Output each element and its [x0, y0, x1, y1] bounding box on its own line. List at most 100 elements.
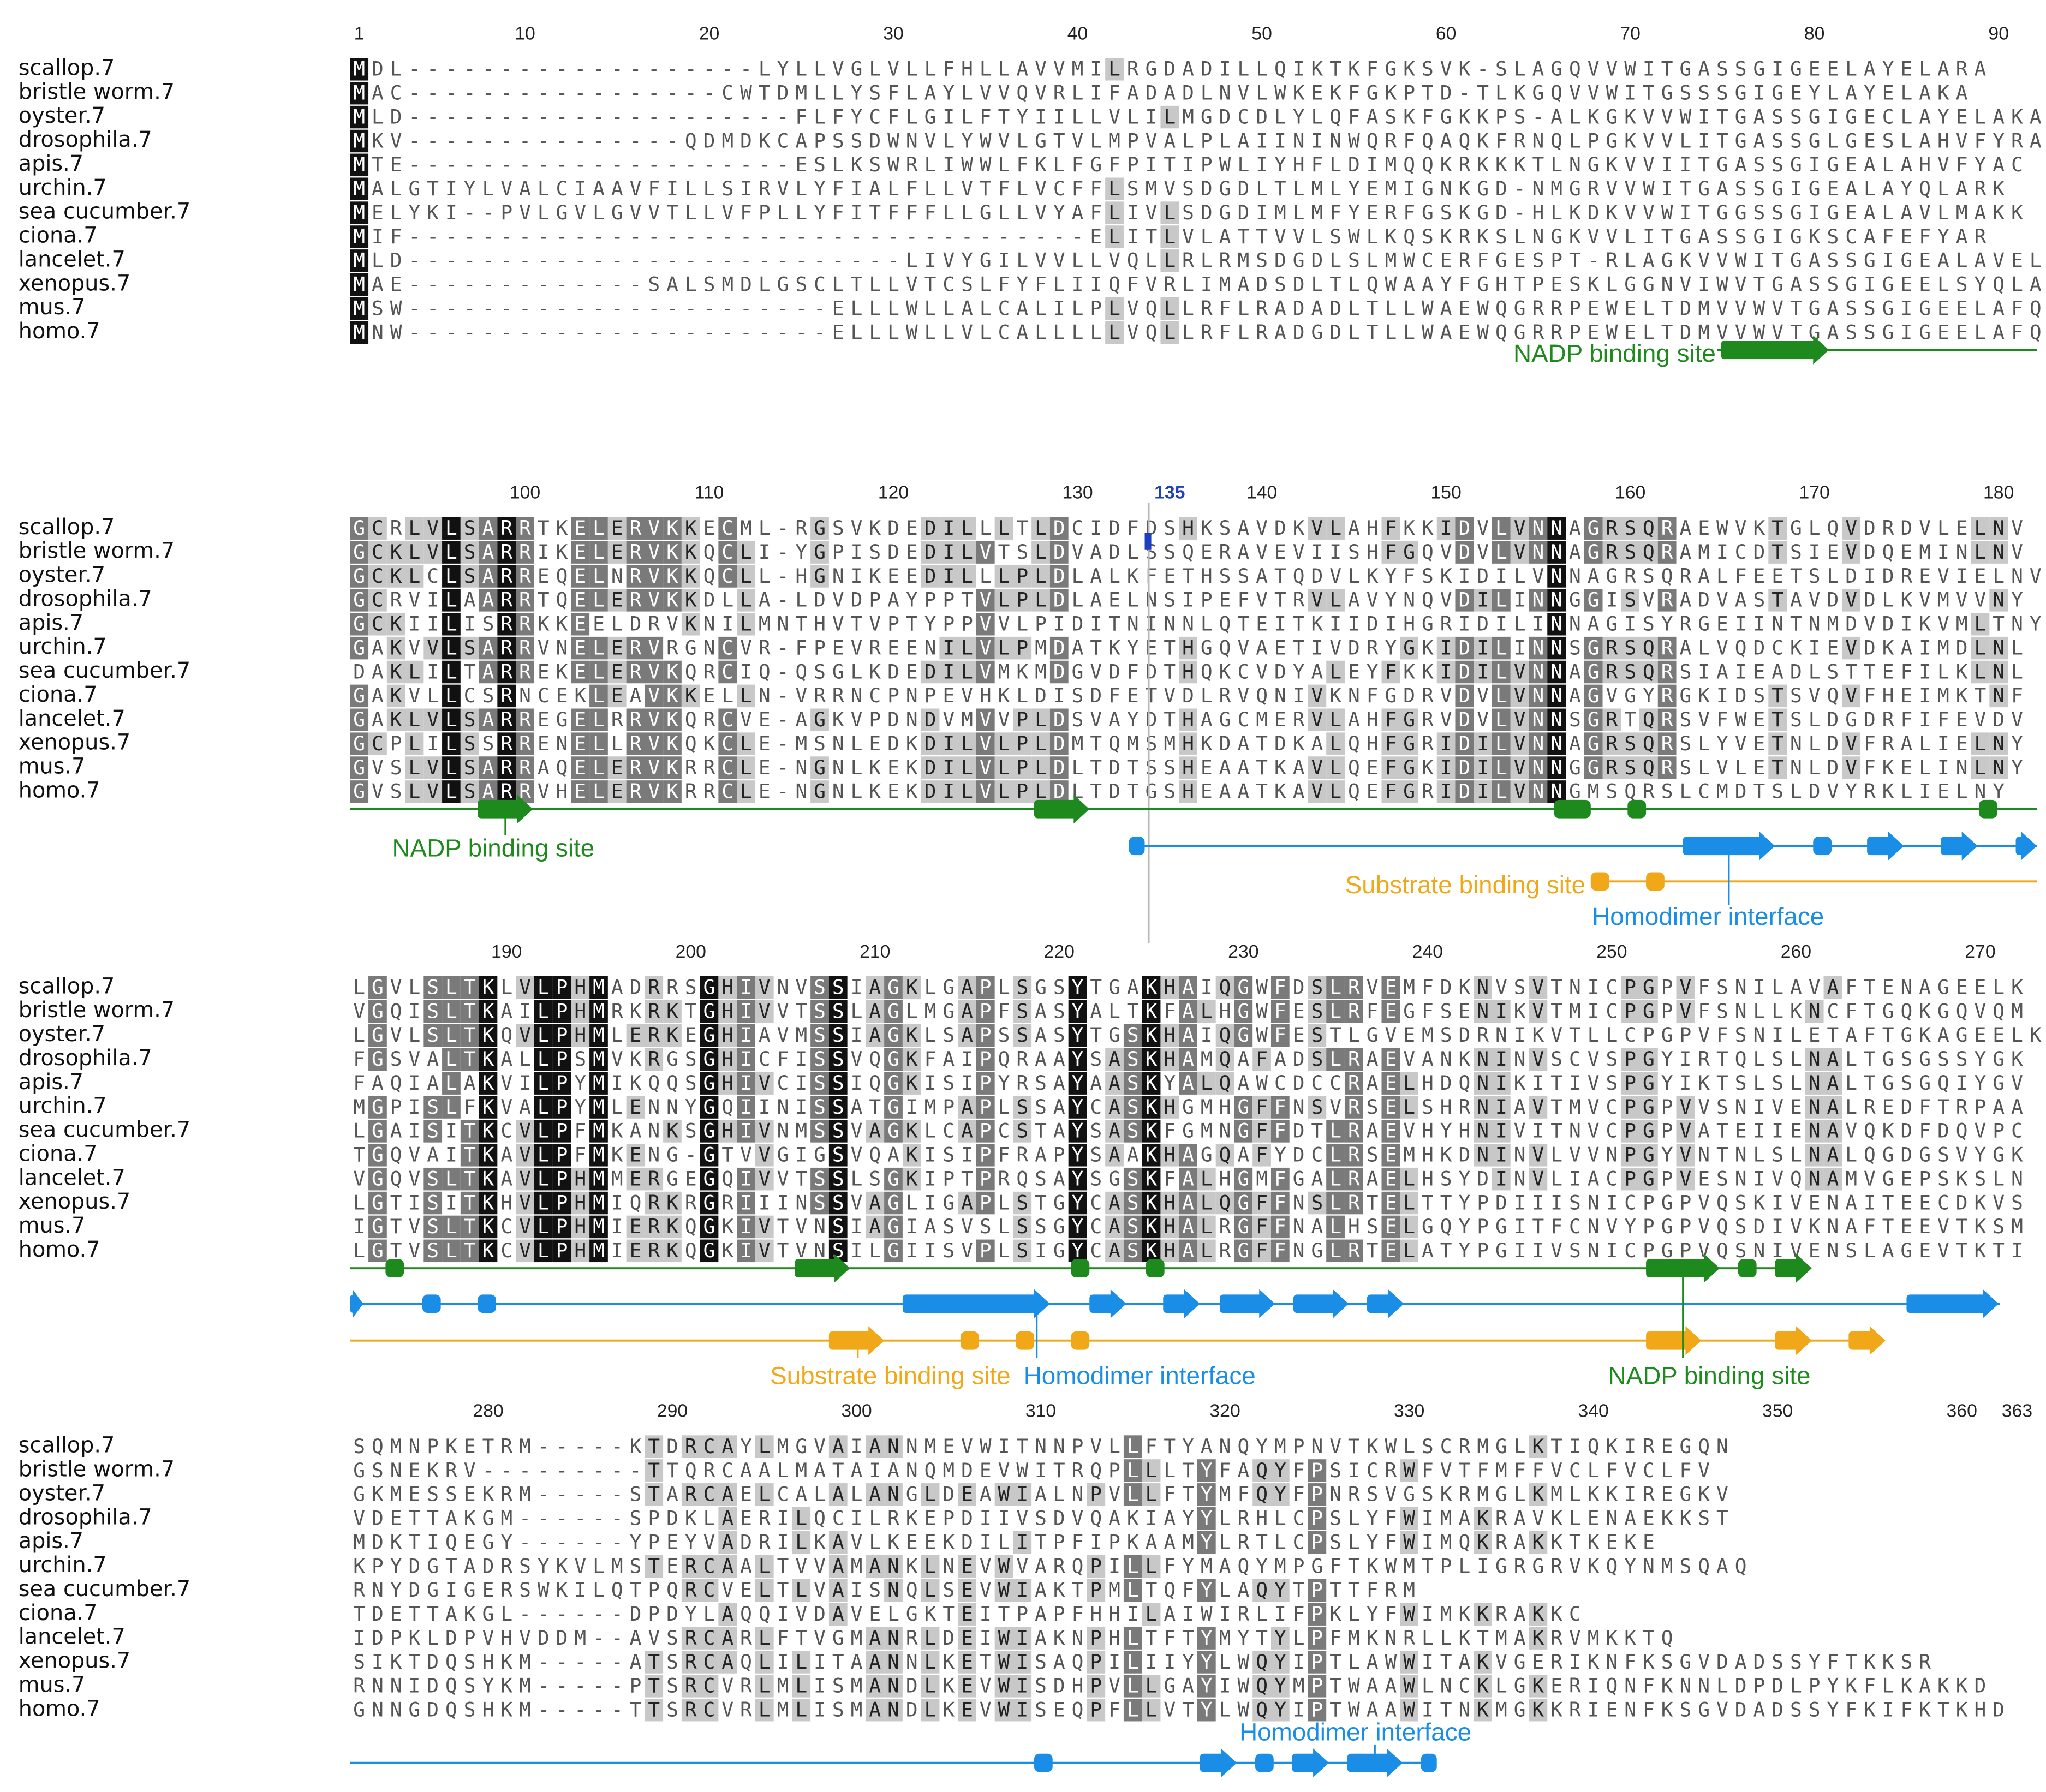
- residue: A: [721, 1650, 733, 1674]
- residue: G: [353, 780, 365, 803]
- residue: C: [759, 1047, 771, 1071]
- residue: I: [519, 1071, 531, 1095]
- residue: L: [887, 273, 899, 296]
- residue: R: [685, 1435, 697, 1458]
- residue: L: [1053, 273, 1065, 296]
- residue: L: [1975, 296, 1987, 320]
- residue: F: [1256, 1095, 1268, 1119]
- residue: C: [943, 1119, 955, 1143]
- residue: S: [832, 1191, 844, 1214]
- residue: T: [1164, 153, 1176, 176]
- residue: G: [1403, 636, 1415, 659]
- residue: Q: [1643, 708, 1655, 731]
- residue: T: [1771, 516, 1783, 540]
- residue: K: [1440, 225, 1452, 248]
- residue: K: [1146, 1095, 1158, 1119]
- residue: Y: [1256, 1554, 1268, 1578]
- residue: L: [961, 540, 973, 564]
- residue: L: [924, 1698, 936, 1722]
- residue: -: [500, 273, 512, 296]
- residue: D: [1146, 708, 1158, 731]
- residue: T: [1790, 564, 1802, 588]
- residue: C: [1569, 1215, 1581, 1238]
- residue: S: [1735, 1191, 1747, 1214]
- residue: L: [1919, 57, 1931, 81]
- residue: I: [1440, 732, 1452, 755]
- residue: V: [851, 1191, 863, 1214]
- residue: A: [1790, 273, 1802, 296]
- residue: R: [1882, 732, 1894, 755]
- residue: I: [1753, 1095, 1765, 1119]
- residue: K: [1477, 105, 1489, 128]
- residue: K: [1146, 999, 1158, 1023]
- residue: L: [961, 201, 973, 224]
- residue: -: [593, 320, 605, 344]
- residue: D: [1440, 1071, 1452, 1095]
- residue: -: [593, 57, 605, 81]
- residue: H: [1458, 1119, 1470, 1143]
- residue: I: [611, 1215, 623, 1238]
- residue: T: [1182, 1626, 1194, 1650]
- residue: I: [980, 1602, 992, 1626]
- residue: L: [593, 708, 605, 731]
- residue: T: [777, 1215, 789, 1238]
- residue: F: [1164, 1554, 1176, 1578]
- residue: L: [1495, 660, 1507, 683]
- residue: E: [924, 1530, 936, 1554]
- residue: N: [1550, 540, 1562, 564]
- residue: G: [1532, 81, 1544, 105]
- residue: E: [574, 516, 586, 540]
- residue: G: [666, 1143, 678, 1167]
- residue: K: [1588, 273, 1600, 296]
- residue: G: [1072, 660, 1084, 683]
- residue: E: [943, 1435, 955, 1458]
- residue: E: [795, 153, 807, 176]
- residue: I: [1771, 1191, 1783, 1214]
- residue: Q: [1256, 1650, 1268, 1674]
- residue: I: [777, 1530, 789, 1554]
- residue: T: [1182, 1698, 1194, 1722]
- residue: M: [1182, 105, 1194, 128]
- residue: R: [1698, 1047, 1710, 1071]
- residue: S: [1735, 1215, 1747, 1238]
- residue: Q: [703, 540, 715, 564]
- residue: A: [721, 1602, 733, 1626]
- residue: -: [924, 225, 936, 248]
- residue: T: [1975, 684, 1987, 707]
- residue: K: [500, 1650, 512, 1674]
- residue: G: [409, 1698, 421, 1722]
- residue: M: [1698, 540, 1710, 564]
- residue: D: [666, 1435, 678, 1458]
- residue: G: [851, 57, 863, 81]
- residue: A: [1090, 1071, 1102, 1095]
- residue: W: [1237, 1650, 1249, 1674]
- residue: S: [390, 780, 402, 803]
- residue: Y: [1072, 1071, 1084, 1095]
- residue: P: [556, 999, 568, 1023]
- residue: E: [611, 636, 623, 659]
- residue: S: [1956, 1047, 1968, 1071]
- residue: N: [1993, 756, 2005, 779]
- residue: N: [887, 1435, 899, 1458]
- residue: D: [961, 1459, 973, 1482]
- residue: Q: [1348, 756, 1360, 779]
- residue: D: [1458, 636, 1470, 659]
- residue: S: [814, 732, 826, 755]
- residue: I: [1771, 1239, 1783, 1262]
- residue: Q: [1256, 1674, 1268, 1698]
- residue: N: [1477, 1119, 1489, 1143]
- residue: L: [1698, 756, 1710, 779]
- residue: -: [611, 273, 623, 296]
- residue: G: [1735, 105, 1747, 128]
- residue: Y: [1127, 636, 1139, 659]
- residue: F: [1716, 708, 1728, 731]
- residue: L: [685, 273, 697, 296]
- residue: -: [538, 225, 550, 248]
- residue: -: [538, 81, 550, 105]
- residue: C: [464, 684, 476, 707]
- position-tick-label: 240: [1412, 941, 1443, 962]
- residue: G: [353, 564, 365, 588]
- residue: I: [1698, 273, 1710, 296]
- residue: N: [1532, 540, 1544, 564]
- residue: V: [648, 660, 660, 683]
